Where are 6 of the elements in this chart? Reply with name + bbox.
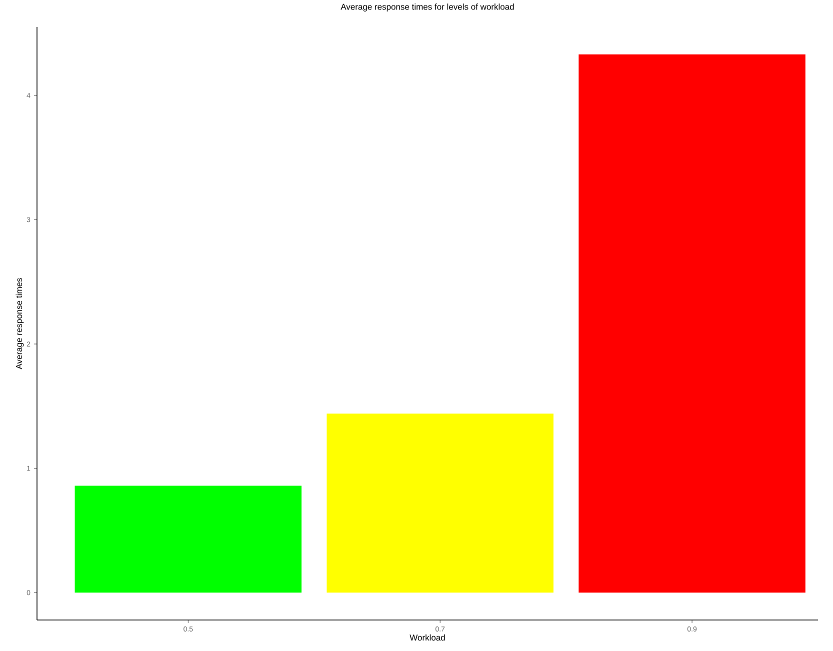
x-axis-title: Workload — [410, 634, 445, 641]
bar — [74, 486, 302, 593]
bar — [326, 414, 554, 593]
bar — [578, 54, 806, 593]
chart-title: Average response times for levels of workload — [340, 4, 514, 12]
y-axis-title: Average response times — [16, 278, 24, 370]
